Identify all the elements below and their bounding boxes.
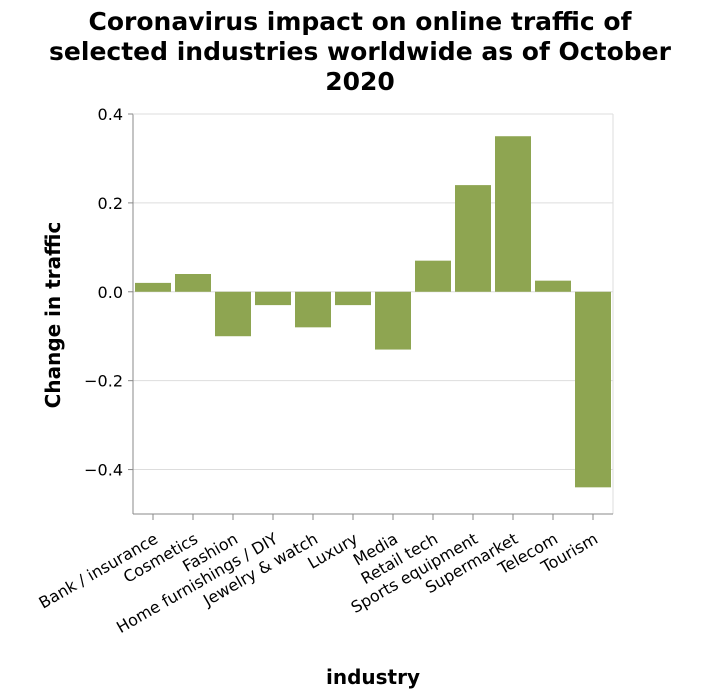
y-tick-label: −0.4: [84, 461, 123, 480]
bar: [135, 282, 171, 292]
bar: [575, 291, 611, 488]
x-axis-title: industry: [326, 665, 420, 689]
bar: [375, 291, 411, 350]
bar: [495, 136, 531, 292]
bar: [255, 291, 291, 306]
bar: [455, 185, 491, 292]
bar: [535, 280, 571, 292]
chart-title-line-1: Coronavirus impact on online traffic of: [89, 7, 633, 36]
chart-title-line-2: selected industries worldwide as of Octo…: [49, 37, 672, 66]
bar: [415, 260, 451, 292]
bar: [175, 274, 211, 292]
bar: [335, 291, 371, 306]
y-tick-label: −0.2: [84, 372, 123, 391]
bar: [295, 291, 331, 328]
axes: [132, 113, 614, 515]
y-tick-label: 0.4: [98, 105, 123, 124]
bars: [135, 136, 611, 488]
y-tick-label: 0.2: [98, 194, 123, 213]
y-axis-ticks: 0.4 0.2 0.0 −0.2 −0.4: [84, 105, 133, 480]
y-axis-title: Change in traffic: [41, 222, 65, 409]
y-tick-label: 0.0: [98, 283, 123, 302]
chart-title: Coronavirus impact on online traffic of …: [49, 7, 672, 96]
bar: [215, 291, 251, 337]
chart-title-line-3: 2020: [325, 67, 395, 96]
